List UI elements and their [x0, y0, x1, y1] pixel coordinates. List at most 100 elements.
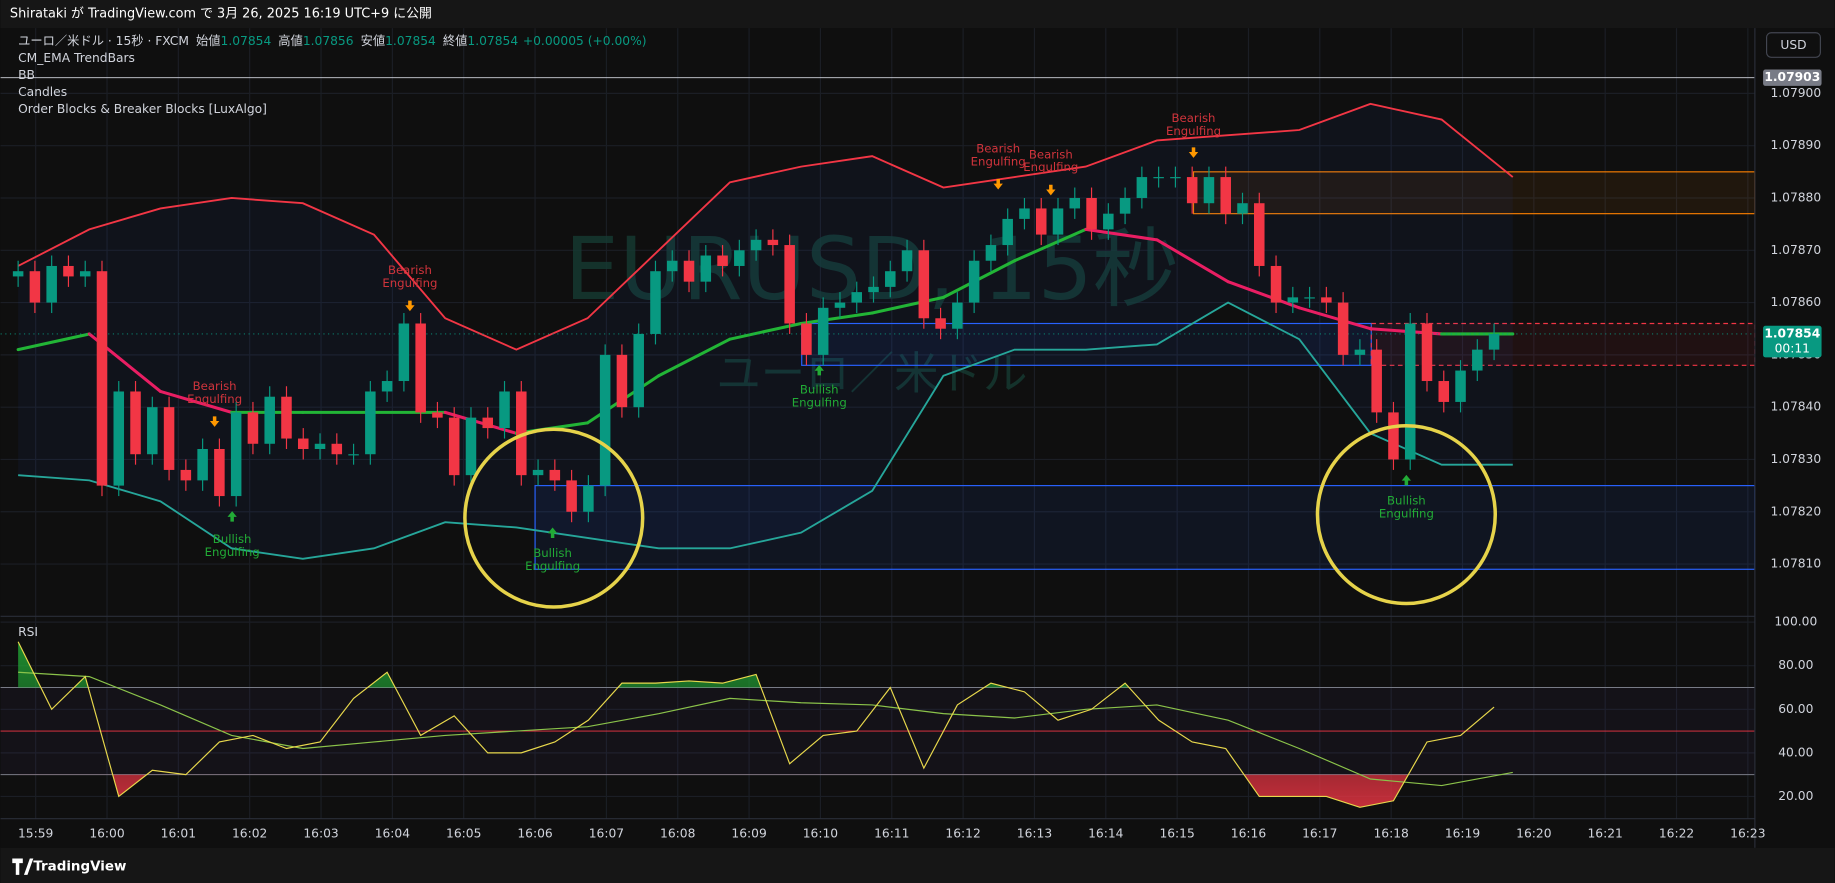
order-block — [1370, 322, 1756, 366]
annotation-line: Engulfing — [382, 276, 437, 290]
candle-body — [666, 260, 678, 272]
candle-body — [297, 438, 309, 450]
candle-body — [1052, 208, 1064, 235]
candle-body — [1472, 349, 1483, 371]
y-tick-label: 1.07830 — [1770, 452, 1821, 466]
axes: 1.078101.078201.078301.078401.078501.078… — [18, 69, 1822, 840]
candle-body — [717, 255, 728, 266]
candle-body — [197, 449, 208, 481]
order-block — [801, 322, 1372, 366]
candle-body — [113, 391, 125, 486]
footer-logo: TradingView — [33, 860, 126, 875]
band-upper — [17, 102, 1514, 351]
candle-body — [482, 417, 494, 429]
x-tick-label: 16:00 — [89, 826, 124, 840]
price-label-box — [1763, 69, 1822, 86]
x-tick-label: 16:05 — [446, 826, 481, 840]
x-tick-label: 16:03 — [303, 826, 338, 840]
y-tick-label: 1.07820 — [1770, 504, 1821, 518]
candle-body — [650, 271, 661, 334]
oversold-fill — [18, 774, 1495, 808]
x-tick-label: 16:01 — [161, 826, 196, 840]
annotation: Bullish Engulfing — [525, 546, 580, 573]
basis-segment — [1155, 238, 1230, 284]
annotation-arrow — [1046, 184, 1056, 196]
candle-body — [885, 271, 896, 287]
x-tick-label: 16:14 — [1088, 826, 1124, 840]
countdown: 00:11 — [1775, 342, 1810, 356]
basis-segment — [1084, 227, 1159, 242]
currency-button[interactable] — [1765, 32, 1821, 58]
price-label: 1.07903 — [1764, 70, 1820, 84]
candle-body — [817, 307, 829, 355]
header-bar — [0, 0, 1835, 29]
ohlc-value: 1.07856 — [303, 33, 354, 47]
candle-body — [1287, 297, 1299, 303]
annotation-arrow — [209, 416, 220, 427]
indicator-name: Candles — [18, 85, 67, 99]
candle-body — [700, 255, 712, 282]
candle-body — [1388, 412, 1399, 460]
candle-body — [935, 318, 946, 329]
candle-body — [264, 396, 275, 444]
price-label: 1.07854 — [1764, 326, 1820, 340]
annotation-arrow — [405, 300, 415, 312]
x-tick-label: 16:22 — [1659, 826, 1694, 840]
annotation-line: Bullish — [533, 546, 572, 560]
candle-body — [1254, 203, 1265, 266]
annotation-arrow — [993, 178, 1003, 190]
candle-body — [1153, 177, 1164, 179]
annotation-line: Bullish — [213, 532, 252, 546]
annotation: Bearish Engulfing — [1166, 111, 1221, 138]
candle-body — [1488, 333, 1500, 350]
basis-segment — [16, 332, 91, 352]
candle-body — [96, 271, 108, 486]
y-tick-label: 100.00 — [1774, 615, 1817, 629]
ohlc-label: 終値 — [443, 32, 468, 47]
candle-body — [918, 250, 930, 319]
basis-segment — [1226, 280, 1301, 310]
candle-body — [734, 250, 745, 266]
y-tick-label: 1.07840 — [1770, 400, 1821, 414]
price-label-box — [1763, 325, 1822, 358]
candle-body — [348, 454, 359, 456]
candle-body — [465, 417, 477, 476]
candle-body — [532, 469, 544, 476]
candle-body — [1404, 323, 1416, 460]
candle-body — [1455, 370, 1466, 402]
annotation-line: Engulfing — [1379, 506, 1434, 520]
annotation-line: Engulfing — [971, 154, 1026, 168]
indicator-name: Order Blocks & Breaker Blocks [LuxAlgo] — [18, 102, 267, 116]
rsi-line — [17, 641, 1495, 808]
candle-body — [1136, 177, 1148, 198]
watermark-name: ユーロ／米ドル — [716, 349, 1027, 400]
x-tick-label: 16:23 — [1730, 826, 1765, 840]
pane-title: RSI — [18, 625, 38, 639]
candle-body — [985, 245, 997, 261]
candle-body — [499, 391, 510, 429]
annotation-line: Engulfing — [525, 559, 580, 573]
indicator-name: CM_EMA TrendBars — [18, 51, 135, 65]
x-tick-label: 16:09 — [731, 826, 766, 840]
annotation-line: Engulfing — [1166, 123, 1221, 137]
candle-body — [1220, 177, 1231, 214]
candle-body — [1186, 177, 1198, 204]
annotation: Bearish Engulfing — [187, 378, 242, 405]
y-tick-label: 1.07860 — [1770, 295, 1821, 309]
candle-body — [1119, 197, 1131, 214]
candle-body — [1069, 197, 1081, 209]
x-tick-label: 16:11 — [874, 826, 909, 840]
annotation-line: Bearish — [976, 141, 1020, 155]
candle-body — [365, 391, 376, 455]
ohlc-value: 1.07854 — [467, 33, 518, 47]
y-tick-label: 60.00 — [1778, 702, 1813, 716]
y-tick-label: 1.07880 — [1770, 190, 1821, 204]
candle-body — [415, 323, 426, 413]
candle-body — [968, 260, 980, 303]
candle-body — [901, 250, 913, 272]
currency-label[interactable]: USD — [1780, 38, 1806, 52]
footer-bar — [0, 847, 1835, 883]
basis-segment — [870, 295, 945, 315]
